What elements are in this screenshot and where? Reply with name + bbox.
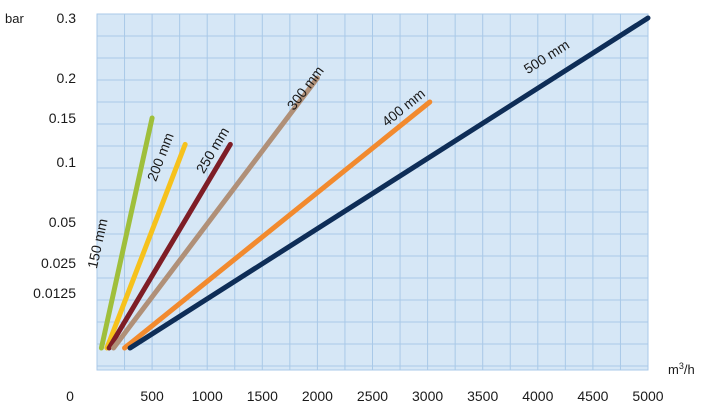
x-tick-label: 2500 bbox=[357, 388, 388, 404]
x-axis-unit: m3/h bbox=[668, 361, 695, 377]
x-tick-label: 4000 bbox=[522, 388, 553, 404]
y-axis-tick-labels: 0.3 0.2 0.15 0.1 0.05 0.025 0.0125 bbox=[33, 10, 76, 301]
y-tick-label: 0.2 bbox=[57, 70, 77, 86]
x-tick-label: 500 bbox=[140, 388, 164, 404]
y-tick-label: 0.3 bbox=[57, 10, 77, 26]
y-tick-label: 0.0125 bbox=[33, 285, 76, 301]
x-tick-label: 3000 bbox=[412, 388, 443, 404]
y-tick-label: 0.05 bbox=[49, 214, 76, 230]
y-tick-label: 0.025 bbox=[41, 255, 76, 271]
x-axis-tick-labels: 500 1000 1500 2000 2500 3000 3500 4000 4500 5000 bbox=[140, 388, 663, 404]
y-tick-label: 0.15 bbox=[49, 110, 76, 126]
series-lines bbox=[98, 15, 651, 351]
x-tick-label: 1500 bbox=[247, 388, 278, 404]
series-line bbox=[106, 141, 233, 351]
x-tick-label: 3500 bbox=[467, 388, 498, 404]
y-axis-unit: bar bbox=[5, 11, 24, 26]
x-unit-base: m bbox=[668, 362, 679, 377]
y-tick-label: 0.1 bbox=[57, 154, 77, 170]
x-unit-tail: /h bbox=[684, 362, 695, 377]
series-line bbox=[104, 141, 188, 351]
series-line bbox=[98, 115, 155, 351]
x-tick-label: 5000 bbox=[632, 388, 663, 404]
series-line bbox=[111, 75, 320, 351]
series-line bbox=[127, 15, 651, 351]
x-tick-label: 1000 bbox=[192, 388, 223, 404]
series-line bbox=[122, 99, 433, 351]
x-unit-sup: 3 bbox=[679, 361, 684, 371]
x-origin-label: 0 bbox=[66, 388, 74, 404]
x-tick-label: 4500 bbox=[577, 388, 608, 404]
x-tick-label: 2000 bbox=[302, 388, 333, 404]
